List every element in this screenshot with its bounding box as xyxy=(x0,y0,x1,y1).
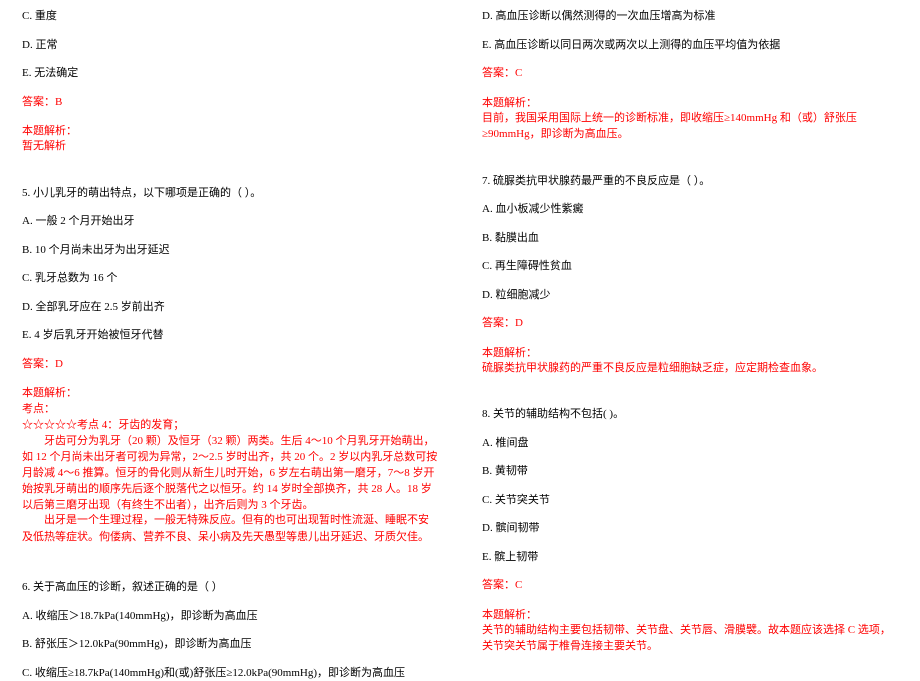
question-stem: 8. 关节的辅助结构不包括( )。 xyxy=(482,406,898,423)
option-text: B. 黄韧带 xyxy=(482,463,898,480)
explanation-body: 关节的辅助结构主要包括韧带、关节盘、关节唇、滑膜襞。故本题应该选择 C 选项，关… xyxy=(482,622,898,655)
option-text: A. 一般 2 个月开始出牙 xyxy=(22,213,438,230)
explanation-p2: 出牙是一个生理过程，一般无特殊反应。但有的也可出现暂时性流涎、睡眠不安及低热等症… xyxy=(22,512,438,545)
option-text: C. 乳牙总数为 16 个 xyxy=(22,270,438,287)
option-text: C. 关节突关节 xyxy=(482,492,898,509)
explanation-kd2: ☆☆☆☆☆考点 4：牙齿的发育； xyxy=(22,416,438,432)
explanation-p1: 牙齿可分为乳牙（20 颗）及恒牙（32 颗）两类。生后 4～10 个月乳牙开始萌… xyxy=(22,432,438,512)
answer-text: 答案：B xyxy=(22,94,438,111)
explanation-body: 暂无解析 xyxy=(22,138,438,155)
option-text: A. 椎间盘 xyxy=(482,435,898,452)
option-text: C. 再生障碍性贫血 xyxy=(482,258,898,275)
answer-text: 答案：C xyxy=(482,65,898,82)
question-stem: 7. 硫脲类抗甲状腺药最严重的不良反应是（ ）。 xyxy=(482,173,898,190)
option-text: D. 粒细胞减少 xyxy=(482,287,898,304)
explanation-kd: 考点： xyxy=(22,400,438,416)
answer-text: 答案：D xyxy=(22,356,438,373)
explanation-title: 本题解析： xyxy=(482,344,898,360)
explanation-block: 本题解析： 硫脲类抗甲状腺药的严重不良反应是粒细胞缺乏症，应定期检查血象。 xyxy=(482,344,898,377)
question-stem: 6. 关于高血压的诊断，叙述正确的是（ ） xyxy=(22,579,438,596)
explanation-title: 本题解析： xyxy=(482,94,898,110)
explanation-body: 目前，我国采用国际上统一的诊断标准，即收缩压≥140mmHg 和（或）舒张压≥9… xyxy=(482,110,898,143)
explanation-title: 本题解析： xyxy=(482,606,898,622)
option-text: C. 重度 xyxy=(22,8,438,25)
option-text: E. 高血压诊断以同日两次或两次以上测得的血压平均值为依据 xyxy=(482,37,898,54)
explanation-block: 本题解析： 考点： ☆☆☆☆☆考点 4：牙齿的发育； 牙齿可分为乳牙（20 颗）… xyxy=(22,384,438,545)
explanation-block: 本题解析： 目前，我国采用国际上统一的诊断标准，即收缩压≥140mmHg 和（或… xyxy=(482,94,898,143)
option-text: D. 正常 xyxy=(22,37,438,54)
explanation-block: 本题解析： 暂无解析 xyxy=(22,122,438,155)
question-stem: 5. 小儿乳牙的萌出特点，以下哪项是正确的（ ）。 xyxy=(22,185,438,202)
option-text: D. 髌间韧带 xyxy=(482,520,898,537)
answer-text: 答案：C xyxy=(482,577,898,594)
option-text: B. 黏膜出血 xyxy=(482,230,898,247)
option-text: D. 全部乳牙应在 2.5 岁前出齐 xyxy=(22,299,438,316)
option-text: B. 舒张压＞12.0kPa(90mmHg)，即诊断为高血压 xyxy=(22,636,438,653)
option-text: D. 高血压诊断以偶然测得的一次血压增高为标准 xyxy=(482,8,898,25)
option-text: B. 10 个月尚未出牙为出牙延迟 xyxy=(22,242,438,259)
option-text: C. 收缩压≥18.7kPa(140mmHg)和(或)舒张压≥12.0kPa(9… xyxy=(22,665,438,681)
option-text: E. 髌上韧带 xyxy=(482,549,898,566)
explanation-body: 硫脲类抗甲状腺药的严重不良反应是粒细胞缺乏症，应定期检查血象。 xyxy=(482,360,898,377)
right-column: D. 高血压诊断以偶然测得的一次血压增高为标准 E. 高血压诊断以同日两次或两次… xyxy=(460,8,920,643)
answer-text: 答案：D xyxy=(482,315,898,332)
option-text: A. 收缩压＞18.7kPa(140mmHg)，即诊断为高血压 xyxy=(22,608,438,625)
option-text: E. 无法确定 xyxy=(22,65,438,82)
explanation-block: 本题解析： 关节的辅助结构主要包括韧带、关节盘、关节唇、滑膜襞。故本题应该选择 … xyxy=(482,606,898,655)
option-text: A. 血小板减少性紫癜 xyxy=(482,201,898,218)
explanation-title: 本题解析： xyxy=(22,122,438,138)
option-text: E. 4 岁后乳牙开始被恒牙代替 xyxy=(22,327,438,344)
left-column: C. 重度 D. 正常 E. 无法确定 答案：B 本题解析： 暂无解析 5. 小… xyxy=(0,8,460,643)
explanation-title: 本题解析： xyxy=(22,384,438,400)
